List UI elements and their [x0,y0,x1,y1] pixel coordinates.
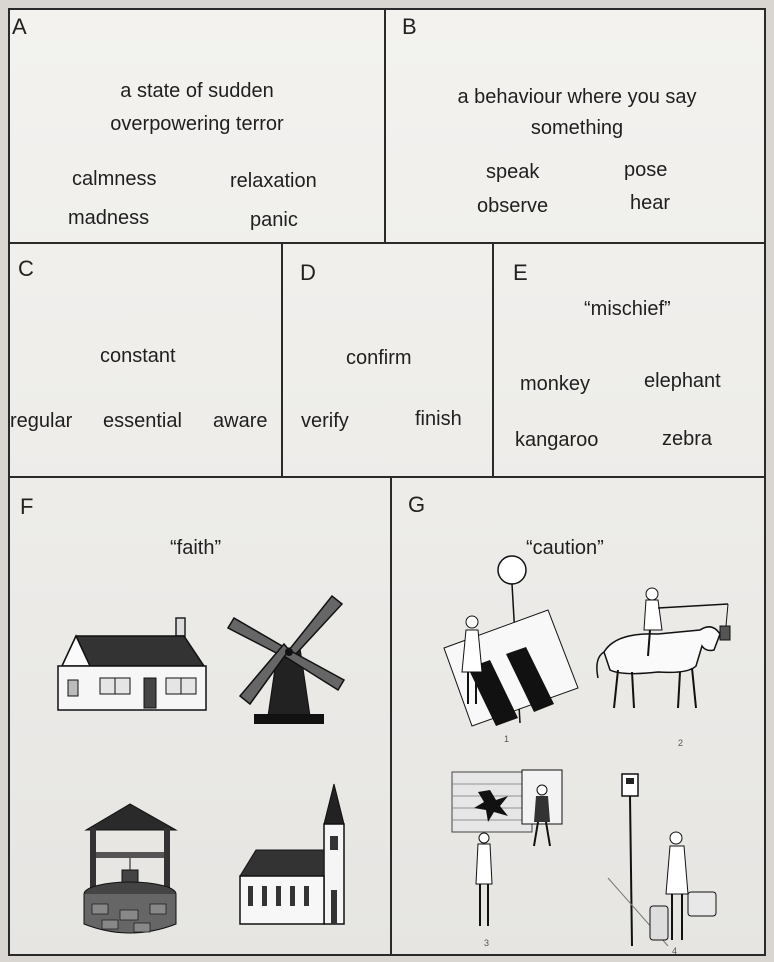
panel-c-cue: constant [100,345,176,367]
panel-a-option[interactable]: calmness [72,168,157,190]
horse-rider-scene[interactable] [588,586,748,716]
windmill-picture[interactable] [226,594,352,728]
worksheet: A a state of sudden overpowering terror … [8,8,766,956]
figure-number: 3 [484,938,490,948]
divider-cd [281,242,283,478]
broken-window-scene[interactable] [450,766,590,936]
divider-fg [390,476,392,954]
panel-e-letter: E [513,260,528,285]
panel-a-letter: A [12,14,27,39]
panel-d-letter: D [300,260,316,285]
house-picture[interactable] [54,616,210,712]
panel-b-option[interactable]: speak [486,161,540,183]
divider-row2 [10,476,764,478]
panel-c-option[interactable]: regular [10,410,73,432]
figure-number: 2 [678,738,684,748]
panel-b-option[interactable]: observe [477,195,549,217]
panel-g-cue: “caution” [526,537,604,559]
panel-a-option[interactable]: relaxation [230,170,317,192]
figure-number: 4 [672,946,678,956]
panel-c-option[interactable]: essential [103,410,182,432]
panel-a-option[interactable]: madness [68,207,150,229]
divider-row1 [10,242,764,244]
panel-e-cue: “mischief” [584,298,671,320]
panel-f-cue: “faith” [170,537,222,559]
panel-e-option[interactable]: elephant [644,370,721,392]
church-picture[interactable] [236,780,356,930]
panel-d-option[interactable]: verify [301,410,349,432]
wishing-well-picture[interactable] [72,800,188,940]
panel-b-option[interactable]: hear [630,192,671,214]
panel-b-letter: B [402,14,417,39]
divider-de [492,242,494,478]
panel-e-option[interactable]: zebra [662,428,713,450]
panel-a-definition-line2: overpowering terror [110,113,284,135]
figure-number: 1 [504,734,510,744]
panel-c-letter: C [18,256,34,281]
panel-b-definition-line2: something [530,117,624,139]
panel-a-definition-line1: a state of sudden [120,80,274,102]
balloon-crosswalk-scene[interactable] [438,548,588,728]
panel-d-cue: confirm [346,347,412,369]
panel-a-option[interactable]: panic [250,209,298,231]
bus-stop-scene[interactable] [607,768,728,948]
panel-d-option[interactable]: finish [415,408,462,430]
panel-c-option[interactable]: aware [213,410,268,432]
panel-b-definition-line1: a behaviour where you say [457,86,697,108]
panel-f-letter: F [20,494,34,519]
panel-b-option[interactable]: pose [624,159,668,181]
panel-g-letter: G [408,492,426,517]
divider-ab [384,10,386,242]
panel-e-option[interactable]: monkey [520,373,591,395]
panel-e-option[interactable]: kangaroo [515,429,599,451]
